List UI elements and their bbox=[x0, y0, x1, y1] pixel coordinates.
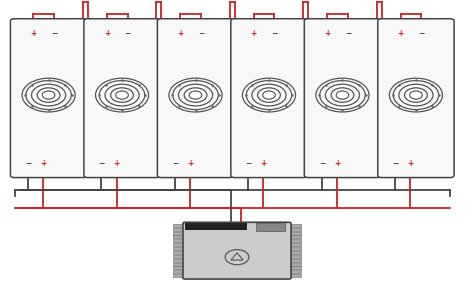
Circle shape bbox=[189, 91, 202, 99]
FancyBboxPatch shape bbox=[157, 19, 234, 178]
Bar bbox=[289, 251, 301, 254]
Text: −: − bbox=[245, 159, 252, 168]
Bar bbox=[289, 266, 301, 269]
Circle shape bbox=[43, 91, 55, 99]
Bar bbox=[289, 259, 301, 262]
Text: +: + bbox=[113, 159, 119, 168]
Bar bbox=[289, 232, 301, 235]
Text: −: − bbox=[172, 159, 178, 168]
Bar bbox=[289, 239, 301, 242]
Circle shape bbox=[116, 91, 128, 99]
Bar bbox=[173, 243, 185, 246]
Text: −: − bbox=[198, 29, 204, 38]
Bar bbox=[289, 236, 301, 238]
Text: +: + bbox=[177, 29, 183, 38]
Text: −: − bbox=[25, 159, 31, 168]
Bar bbox=[289, 247, 301, 250]
Text: +: + bbox=[260, 159, 266, 168]
Text: +: + bbox=[398, 29, 404, 38]
Text: −: − bbox=[418, 29, 425, 38]
Text: +: + bbox=[251, 29, 257, 38]
FancyBboxPatch shape bbox=[231, 19, 307, 178]
FancyBboxPatch shape bbox=[378, 19, 454, 178]
Text: +: + bbox=[187, 159, 193, 168]
Bar bbox=[289, 274, 301, 277]
FancyBboxPatch shape bbox=[183, 222, 291, 279]
Circle shape bbox=[410, 91, 422, 99]
Circle shape bbox=[337, 91, 348, 99]
FancyBboxPatch shape bbox=[304, 19, 381, 178]
Bar bbox=[173, 266, 185, 269]
FancyBboxPatch shape bbox=[10, 19, 87, 178]
Bar bbox=[289, 255, 301, 258]
Text: −: − bbox=[392, 159, 399, 168]
Bar bbox=[173, 259, 185, 262]
Text: +: + bbox=[104, 29, 110, 38]
Text: −: − bbox=[124, 29, 131, 38]
Bar bbox=[173, 251, 185, 254]
Bar bbox=[173, 239, 185, 242]
Bar bbox=[173, 247, 185, 250]
Text: −: − bbox=[98, 159, 105, 168]
Bar bbox=[185, 223, 247, 230]
Bar bbox=[173, 236, 185, 238]
Bar bbox=[173, 270, 185, 273]
Circle shape bbox=[263, 91, 275, 99]
Bar bbox=[289, 228, 301, 231]
Text: +: + bbox=[40, 159, 46, 168]
Bar bbox=[289, 263, 301, 265]
Text: +: + bbox=[334, 159, 340, 168]
Bar bbox=[289, 243, 301, 246]
Text: −: − bbox=[319, 159, 325, 168]
Text: −: − bbox=[271, 29, 278, 38]
Text: +: + bbox=[30, 29, 36, 38]
Text: +: + bbox=[324, 29, 330, 38]
Bar bbox=[173, 232, 185, 235]
Bar bbox=[173, 274, 185, 277]
Text: −: − bbox=[51, 29, 57, 38]
Bar bbox=[173, 224, 185, 227]
Bar bbox=[173, 263, 185, 265]
Bar bbox=[256, 223, 285, 231]
Bar bbox=[289, 224, 301, 227]
Text: +: + bbox=[407, 159, 413, 168]
Bar bbox=[173, 255, 185, 258]
Bar bbox=[173, 228, 185, 231]
FancyBboxPatch shape bbox=[84, 19, 160, 178]
Text: −: − bbox=[345, 29, 351, 38]
Bar bbox=[289, 270, 301, 273]
